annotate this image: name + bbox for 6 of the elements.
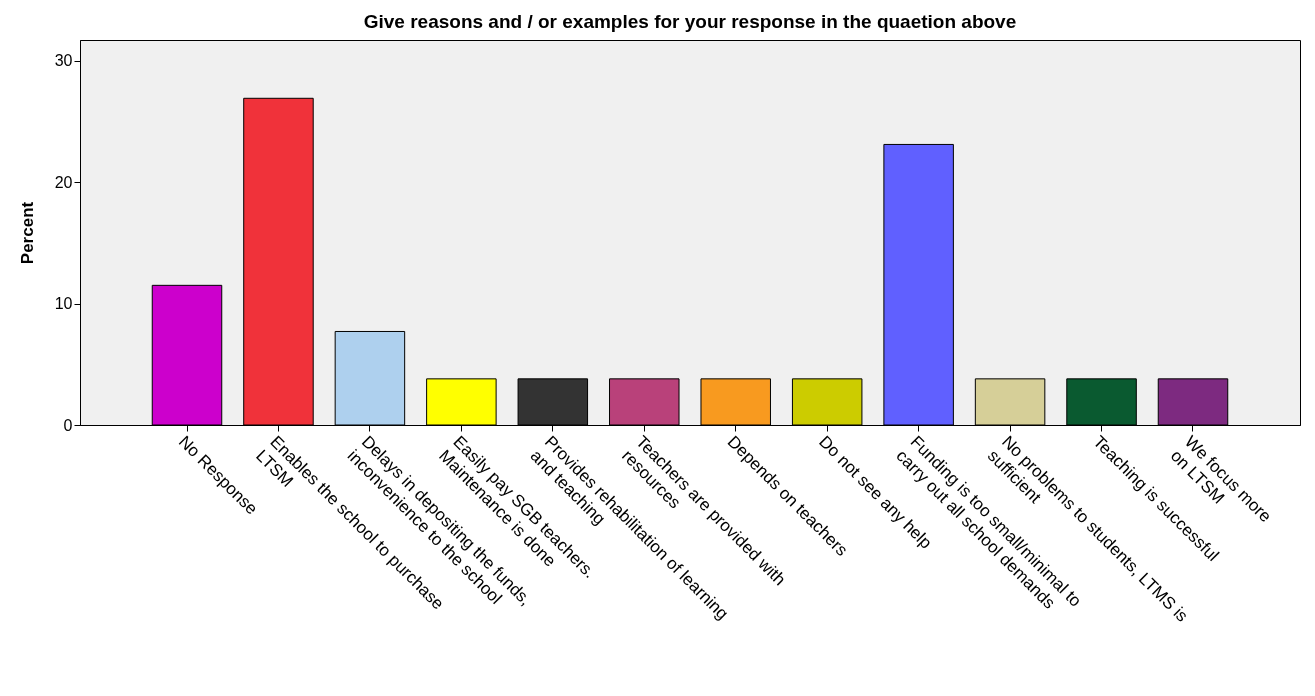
y-tick-label: 0 <box>63 416 73 434</box>
y-tick-label: 20 <box>54 173 73 191</box>
y-axis-title: Percent <box>17 201 37 265</box>
y-tick-label: 30 <box>54 52 73 70</box>
y-tick-label: 10 <box>54 295 73 313</box>
chart-title: Give reasons and / or examples for your response in the quaetion above <box>363 11 1017 32</box>
